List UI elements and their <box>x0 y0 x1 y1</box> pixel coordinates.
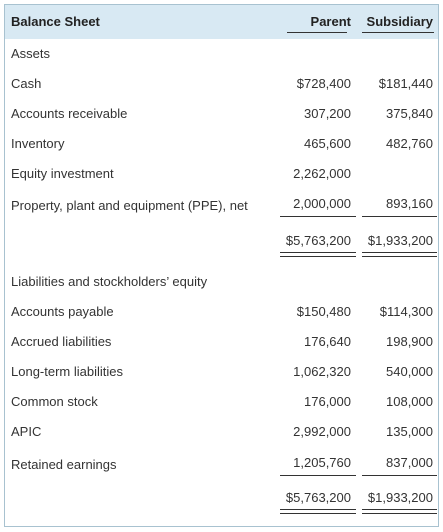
row-label: Long-term liabilities <box>11 364 123 379</box>
section-heading-liabilities-equity: Liabilities and stockholders’ equity <box>11 274 208 289</box>
double-rule-subsidiary-1 <box>362 509 437 510</box>
subsidiary-value: 108,000 <box>386 394 433 409</box>
row-label: Inventory <box>11 136 65 151</box>
subtotal-rule-parent <box>280 475 356 476</box>
row-label: Accounts payable <box>11 304 114 319</box>
assets-total-subsidiary: $1,933,200 <box>367 233 433 248</box>
subsidiary-value: 540,000 <box>386 364 433 379</box>
double-rule-parent-2 <box>280 513 356 514</box>
row-label: Accrued liabilities <box>11 334 112 349</box>
double-rule-parent-2 <box>280 256 356 257</box>
row-label: APIC <box>11 424 42 439</box>
parent-value: 2,262,000 <box>293 166 351 181</box>
double-rule-subsidiary-2 <box>362 256 437 257</box>
section-heading-assets: Assets <box>11 46 51 61</box>
liabilities-equity-total-subsidiary: $1,933,200 <box>367 490 433 505</box>
subsidiary-value: 198,900 <box>386 334 433 349</box>
parent-value: 176,000 <box>304 394 351 409</box>
balance-sheet-table: Balance Sheet Parent Subsidiary Assets C… <box>4 4 439 527</box>
column-header-parent: Parent <box>310 14 351 29</box>
subsidiary-value: $114,300 <box>379 304 433 319</box>
table-header <box>5 5 438 39</box>
table-title: Balance Sheet <box>11 14 100 29</box>
row-label: Common stock <box>11 394 98 409</box>
subsidiary-value: 837,000 <box>386 455 433 470</box>
parent-value: 465,600 <box>304 136 351 151</box>
double-rule-subsidiary-1 <box>362 252 437 253</box>
parent-value: 176,640 <box>304 334 351 349</box>
header-underline-parent <box>287 32 347 33</box>
header-underline-subsidiary <box>362 32 434 33</box>
subsidiary-value: 135,000 <box>386 424 433 439</box>
subsidiary-value: 893,160 <box>386 196 433 211</box>
subsidiary-value: 482,760 <box>386 136 433 151</box>
double-rule-subsidiary-2 <box>362 513 437 514</box>
row-label: Property, plant and equipment (PPE), net <box>11 198 248 213</box>
parent-value: 2,992,000 <box>293 424 351 439</box>
row-label: Retained earnings <box>11 457 117 472</box>
row-label: Equity investment <box>11 166 114 181</box>
subtotal-rule-parent <box>280 216 356 217</box>
column-header-subsidiary: Subsidiary <box>366 14 433 29</box>
parent-value: 1,062,320 <box>293 364 351 379</box>
row-label: Cash <box>11 76 42 91</box>
parent-value: 307,200 <box>304 106 351 121</box>
parent-value: 2,000,000 <box>293 196 351 211</box>
assets-total-parent: $5,763,200 <box>285 233 351 248</box>
subtotal-rule-subsidiary <box>362 216 437 217</box>
subtotal-rule-subsidiary <box>362 475 437 476</box>
liabilities-equity-total-parent: $5,763,200 <box>285 490 351 505</box>
subsidiary-value: $181,440 <box>378 76 433 91</box>
parent-value: $150,480 <box>296 304 351 319</box>
double-rule-parent-1 <box>280 252 356 253</box>
row-label: Accounts receivable <box>11 106 128 121</box>
double-rule-parent-1 <box>280 509 356 510</box>
parent-value: 1,205,760 <box>293 455 351 470</box>
parent-value: $728,400 <box>296 76 351 91</box>
subsidiary-value: 375,840 <box>386 106 433 121</box>
